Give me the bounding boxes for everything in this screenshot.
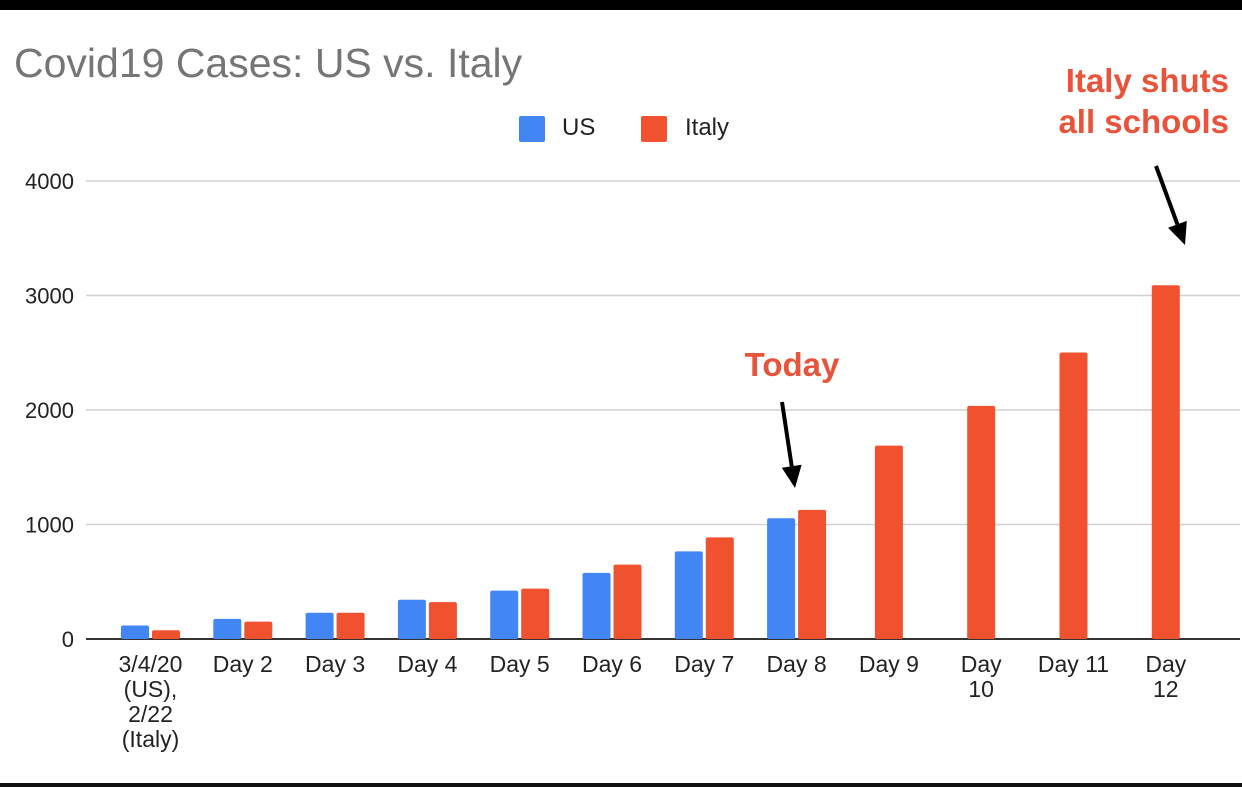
legend-swatch-italy [641, 116, 667, 142]
top-border [0, 0, 1242, 10]
x-tick-label: Day 9 [859, 651, 919, 677]
y-tick-label: 4000 [25, 169, 74, 194]
bar-us-6 [674, 551, 703, 639]
y-tick-label: 3000 [25, 284, 74, 309]
legend-label-italy: Italy [685, 114, 729, 141]
annotation-arrow-head [781, 464, 802, 488]
x-tick-label: Day 4 [397, 651, 457, 677]
annotation-arrow-shaft [1154, 165, 1180, 226]
bar-italy-1 [244, 621, 273, 639]
bar-italy-10 [1059, 352, 1088, 639]
x-tick-label: Day 6 [582, 651, 642, 677]
y-tick-label: 0 [62, 627, 74, 652]
x-tick-label: Day 8 [767, 651, 827, 677]
bar-italy-11 [1151, 285, 1180, 639]
y-tick-label: 1000 [25, 513, 74, 538]
bar-us-5 [582, 572, 611, 639]
x-tick-label: Day 7 [674, 651, 734, 677]
annotation-arrow-head [1168, 220, 1187, 245]
bar-italy-2 [336, 612, 365, 639]
x-tick-label: Day 5 [490, 651, 550, 677]
bar-us-7 [767, 518, 796, 639]
bar-us-2 [305, 612, 334, 639]
bar-italy-4 [521, 588, 550, 639]
y-tick-label: 2000 [25, 398, 74, 423]
annotation-text: Italy shuts all schools [1058, 62, 1229, 140]
legend-swatch-us [519, 116, 545, 142]
bar-italy-5 [613, 564, 642, 639]
bar-italy-3 [428, 602, 457, 639]
x-tick-label: Day 12 [1145, 651, 1186, 702]
x-tick-label: 3/4/20 (US), 2/22 (Italy) [119, 651, 183, 752]
legend-label-us: US [562, 114, 595, 141]
bar-italy-7 [798, 509, 827, 639]
bar-us-3 [397, 599, 426, 639]
annotation-text: Today [745, 346, 840, 383]
bar-italy-6 [705, 537, 734, 639]
annotation-arrow-shaft [780, 401, 794, 467]
bar-us-4 [490, 590, 519, 639]
x-tick-label: Day 2 [213, 651, 273, 677]
x-tick-label: Day 10 [961, 651, 1002, 702]
bar-italy-0 [152, 630, 180, 639]
bottom-border [0, 783, 1242, 787]
bar-italy-9 [967, 405, 996, 639]
bar-us-0 [121, 625, 149, 639]
x-tick-label: Day 3 [305, 651, 365, 677]
x-tick-label: Day 11 [1038, 651, 1109, 677]
chart-title: Covid19 Cases: US vs. Italy [14, 40, 523, 86]
bar-us-1 [213, 618, 242, 639]
bar-italy-8 [874, 445, 903, 639]
